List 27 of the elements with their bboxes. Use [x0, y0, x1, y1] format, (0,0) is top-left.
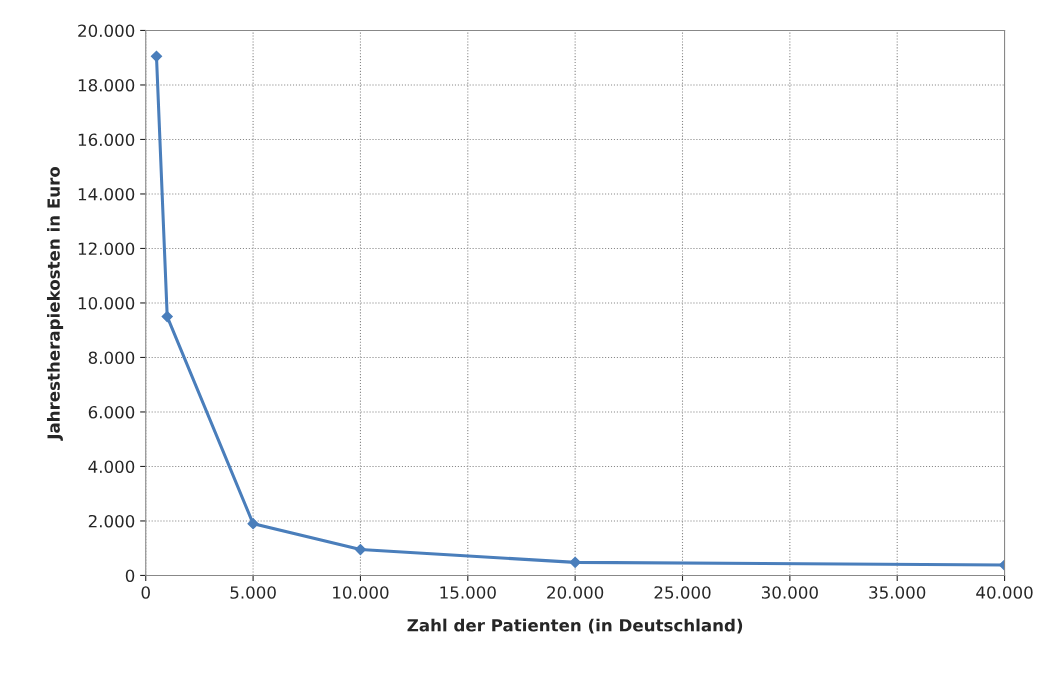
x-tick-label: 35.000 [869, 586, 926, 599]
x-axis-title: Zahl der Patienten (in Deutschland) [407, 618, 743, 634]
y-tick-label: 0 [125, 569, 135, 583]
y-tick-label: 10.000 [78, 296, 135, 310]
y-tick-label: 6.000 [88, 405, 135, 419]
y-tick-label: 20.000 [78, 24, 135, 38]
x-tick-label: 10.000 [333, 586, 389, 599]
x-tick-label: 40.000 [976, 586, 1033, 599]
y-tick-label: 14.000 [78, 187, 135, 201]
y-tick-label: 2.000 [88, 514, 135, 528]
x-tick-label: 20.000 [547, 586, 604, 599]
point [569, 556, 581, 568]
y-axis-title: Jahrestherapiekosten in Euro [46, 166, 64, 441]
y-tick-label: 4.000 [88, 460, 135, 474]
x-tick-label: 5.000 [230, 586, 276, 599]
point [161, 310, 173, 323]
y-tick-label: 18.000 [78, 78, 135, 92]
y-tick-label: 8.000 [88, 351, 135, 365]
point [150, 50, 163, 62]
x-tick-label: 0 [141, 586, 150, 599]
y-tick-label: 12.000 [78, 242, 135, 256]
point [247, 518, 259, 530]
point [354, 543, 367, 556]
x-tick-label: 15.000 [440, 586, 496, 599]
x-tick-label: 25.000 [654, 586, 711, 599]
x-tick-label: 30.000 [761, 586, 818, 599]
y-tick-label: 16.000 [78, 133, 135, 147]
